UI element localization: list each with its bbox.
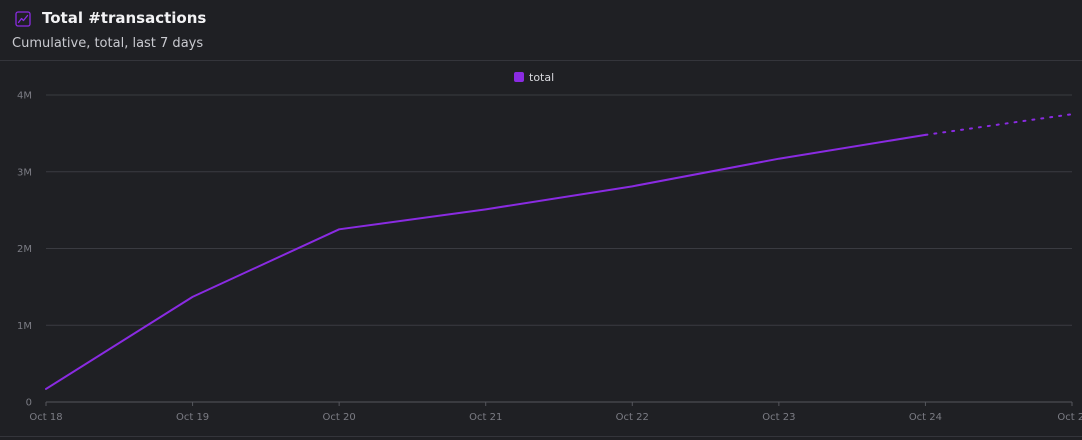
x-tick-label: Oct 21 [469, 412, 502, 423]
x-tick-label: Oct 24 [909, 412, 942, 423]
legend-swatch-total [514, 72, 524, 82]
y-tick-label: 0 [26, 398, 32, 409]
series-projection-total [924, 113, 1073, 136]
x-tick-label: Oct 20 [323, 412, 356, 423]
x-tick-label: Oct 19 [176, 412, 209, 423]
chart-subtitle: Cumulative, total, last 7 days [12, 36, 204, 51]
card-header: Total #transactions Cumulative, total, l… [0, 0, 1082, 61]
y-tick-label: 3M [17, 167, 32, 178]
series-line-total [45, 133, 927, 390]
legend[interactable]: total [514, 70, 554, 84]
x-tick-label: Oct 22 [616, 412, 649, 423]
chart-title: Total #transactions [42, 9, 207, 27]
legend-label-total: total [529, 70, 555, 84]
x-tick-label: Oct 23 [762, 412, 795, 423]
x-tick-label: Oct 18 [29, 412, 62, 423]
chart-area: 0 1M 2M 3M 4M Oct 18 Oct 19 Oct 20 Oct 21 Oct 22 O… [0, 61, 1082, 440]
y-tick-label: 4M [17, 91, 32, 102]
card-bottom-border [0, 436, 1082, 437]
x-tick-label: Oct 25 [1057, 412, 1082, 423]
y-tick-label: 1M [17, 321, 32, 332]
line-chart-icon [15, 11, 31, 27]
y-tick-label: 2M [17, 244, 32, 255]
line-chart: 0 1M 2M 3M 4M Oct 18 Oct 19 Oct 20 Oct 21 Oct 22 O… [17, 91, 1082, 424]
